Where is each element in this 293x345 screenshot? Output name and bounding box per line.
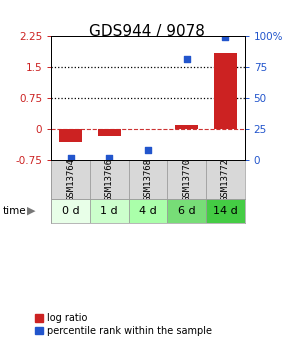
Text: GSM13768: GSM13768 (144, 158, 152, 201)
Text: 6 d: 6 d (178, 206, 195, 216)
Text: GSM13764: GSM13764 (66, 158, 75, 201)
Point (146, 148, 150, 153)
Bar (167, 199, 206, 223)
Bar (51, 160, 90, 199)
Bar (90, 199, 129, 223)
Point (184, 56, 189, 61)
Text: GSM13770: GSM13770 (182, 158, 191, 201)
Bar (214, 53, 237, 129)
Bar (98, 129, 121, 136)
Bar (90, 160, 129, 199)
Point (68, 155, 73, 161)
Text: 4 d: 4 d (139, 206, 157, 216)
Bar (175, 125, 198, 129)
Text: GSM13772: GSM13772 (221, 158, 230, 201)
Bar (59, 129, 82, 142)
Text: 0 d: 0 d (62, 206, 79, 216)
Text: GSM13766: GSM13766 (105, 158, 114, 201)
Text: time: time (3, 206, 27, 216)
Point (107, 155, 112, 161)
Legend: log ratio, percentile rank within the sample: log ratio, percentile rank within the sa… (34, 312, 213, 337)
Bar (51, 199, 90, 223)
Text: 14 d: 14 d (213, 206, 238, 216)
Text: GDS944 / 9078: GDS944 / 9078 (88, 24, 205, 39)
Bar (129, 160, 167, 199)
Point (223, 35, 228, 40)
Bar (206, 160, 245, 199)
Text: 1 d: 1 d (100, 206, 118, 216)
Bar (167, 160, 206, 199)
Bar (206, 199, 245, 223)
Bar (129, 199, 167, 223)
Text: ▶: ▶ (26, 206, 35, 216)
